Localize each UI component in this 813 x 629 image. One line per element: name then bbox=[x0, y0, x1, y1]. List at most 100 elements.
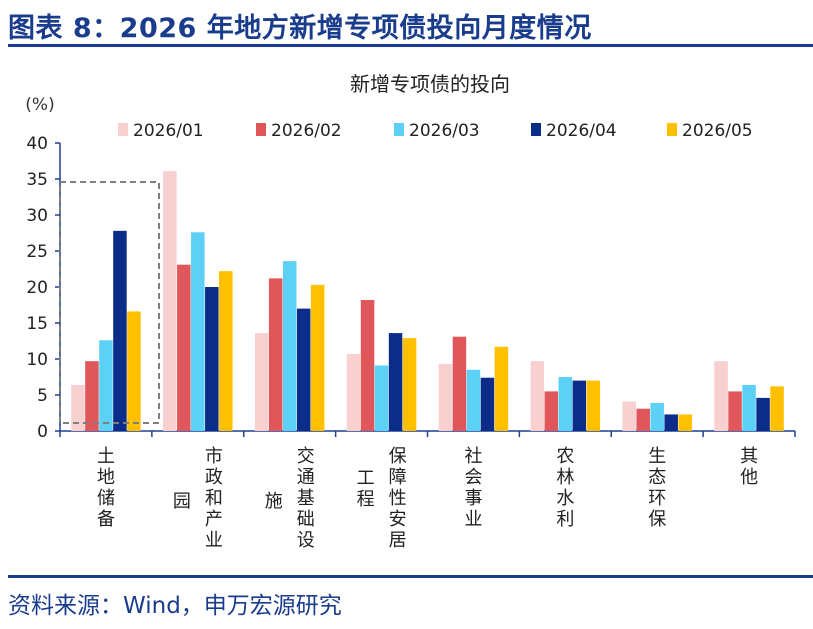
category-label-char: 事 bbox=[464, 488, 482, 509]
legend-label: 2026/04 bbox=[546, 121, 617, 141]
bar bbox=[254, 333, 269, 431]
bar bbox=[360, 299, 375, 431]
category-label-char: 工 bbox=[357, 468, 375, 489]
y-tick-label: 35 bbox=[26, 170, 48, 190]
top-divider bbox=[8, 44, 813, 47]
bar bbox=[770, 386, 784, 431]
category-label-char: 产 bbox=[205, 509, 223, 530]
bar bbox=[388, 333, 403, 431]
legend-swatch bbox=[667, 123, 677, 136]
y-tick-label: 10 bbox=[26, 350, 48, 370]
bar bbox=[219, 271, 233, 431]
legend-swatch bbox=[118, 123, 128, 136]
bar bbox=[664, 414, 678, 431]
category-label-char: 土 bbox=[97, 446, 115, 467]
bar bbox=[558, 377, 573, 431]
category-label-char: 通 bbox=[297, 467, 315, 488]
bar bbox=[99, 340, 113, 431]
category-label-char: 施 bbox=[265, 491, 283, 512]
category-label-char: 础 bbox=[297, 509, 315, 530]
bar bbox=[544, 391, 559, 431]
bar bbox=[205, 287, 219, 431]
x-axis bbox=[59, 430, 796, 437]
bar bbox=[678, 414, 692, 431]
figure-title: 图表 8：2026 年地方新增专项债投向月度情况 bbox=[8, 13, 592, 44]
legend-swatch bbox=[531, 123, 541, 136]
category-label-char: 地 bbox=[97, 467, 115, 488]
category-label-char: 障 bbox=[389, 467, 407, 488]
bar bbox=[438, 364, 453, 431]
bar bbox=[177, 264, 191, 431]
bar bbox=[742, 384, 756, 431]
y-tick-label: 40 bbox=[26, 134, 48, 154]
category-label-char: 林 bbox=[556, 467, 574, 488]
category-label-char: 生 bbox=[648, 446, 666, 467]
bar bbox=[163, 171, 177, 431]
category-label-char: 政 bbox=[205, 467, 223, 488]
legend-swatch bbox=[256, 123, 266, 136]
category-label-char: 安 bbox=[389, 509, 407, 530]
bar bbox=[572, 380, 587, 431]
bar bbox=[452, 336, 467, 431]
bars bbox=[71, 171, 784, 431]
bar bbox=[402, 338, 417, 431]
category-label-char: 社 bbox=[464, 446, 482, 467]
bar bbox=[282, 261, 297, 431]
chart-title: 新增专项债的投向 bbox=[350, 72, 510, 96]
bar bbox=[268, 278, 283, 431]
category-label-char: 他 bbox=[740, 467, 758, 488]
legend-label: 2026/02 bbox=[271, 121, 342, 141]
category-label-char: 利 bbox=[556, 509, 574, 530]
bar bbox=[346, 353, 361, 431]
category-label-char: 其 bbox=[740, 446, 758, 467]
bar bbox=[586, 380, 601, 431]
y-tick-label: 20 bbox=[26, 278, 48, 298]
category-label-char: 业 bbox=[464, 509, 482, 530]
legend-swatch bbox=[394, 123, 404, 136]
bar bbox=[650, 402, 664, 431]
source-note: 资料来源：Wind，申万宏源研究 bbox=[8, 593, 342, 619]
y-tick-label: 25 bbox=[26, 242, 48, 262]
bar bbox=[71, 384, 85, 431]
y-tick-label: 15 bbox=[26, 314, 48, 334]
bar bbox=[530, 361, 545, 431]
category-label-char: 备 bbox=[97, 509, 115, 530]
legend-label: 2026/01 bbox=[133, 121, 204, 141]
y-axis-unit: (%) bbox=[25, 95, 54, 115]
bar bbox=[85, 361, 99, 431]
category-label-char: 业 bbox=[205, 530, 223, 551]
legend-label: 2026/05 bbox=[682, 121, 753, 141]
legend: 2026/01 2026/02 2026/03 2026/04 2026/05 bbox=[118, 121, 753, 141]
y-tick-label: 0 bbox=[37, 422, 48, 442]
category-label-char: 会 bbox=[464, 467, 482, 488]
y-axis: 0 5 10 15 20 25 30 35 40 bbox=[26, 134, 61, 442]
category-label-char: 市 bbox=[205, 446, 223, 467]
category-label-char: 农 bbox=[556, 446, 574, 467]
bar bbox=[480, 377, 495, 431]
bar bbox=[494, 346, 509, 431]
bar bbox=[728, 391, 742, 431]
category-label-char: 设 bbox=[297, 530, 315, 551]
bar bbox=[636, 408, 650, 431]
category-label-char: 储 bbox=[97, 488, 115, 509]
category-label-char: 环 bbox=[648, 488, 666, 509]
bar bbox=[296, 308, 311, 431]
bar bbox=[756, 397, 770, 431]
bottom-divider bbox=[8, 575, 813, 578]
category-label-char: 基 bbox=[297, 488, 315, 509]
category-label-char: 保 bbox=[389, 446, 407, 467]
category-label-char: 交 bbox=[297, 446, 315, 467]
bar bbox=[127, 311, 141, 431]
category-label-char: 水 bbox=[556, 488, 574, 509]
category-label-char: 性 bbox=[389, 488, 407, 509]
category-label-char: 居 bbox=[389, 530, 407, 551]
bar bbox=[622, 401, 636, 431]
bar bbox=[113, 230, 127, 431]
bar bbox=[310, 284, 325, 431]
y-tick-label: 30 bbox=[26, 206, 48, 226]
bar bbox=[191, 232, 205, 431]
bar bbox=[466, 369, 481, 431]
category-label-char: 和 bbox=[205, 488, 223, 509]
